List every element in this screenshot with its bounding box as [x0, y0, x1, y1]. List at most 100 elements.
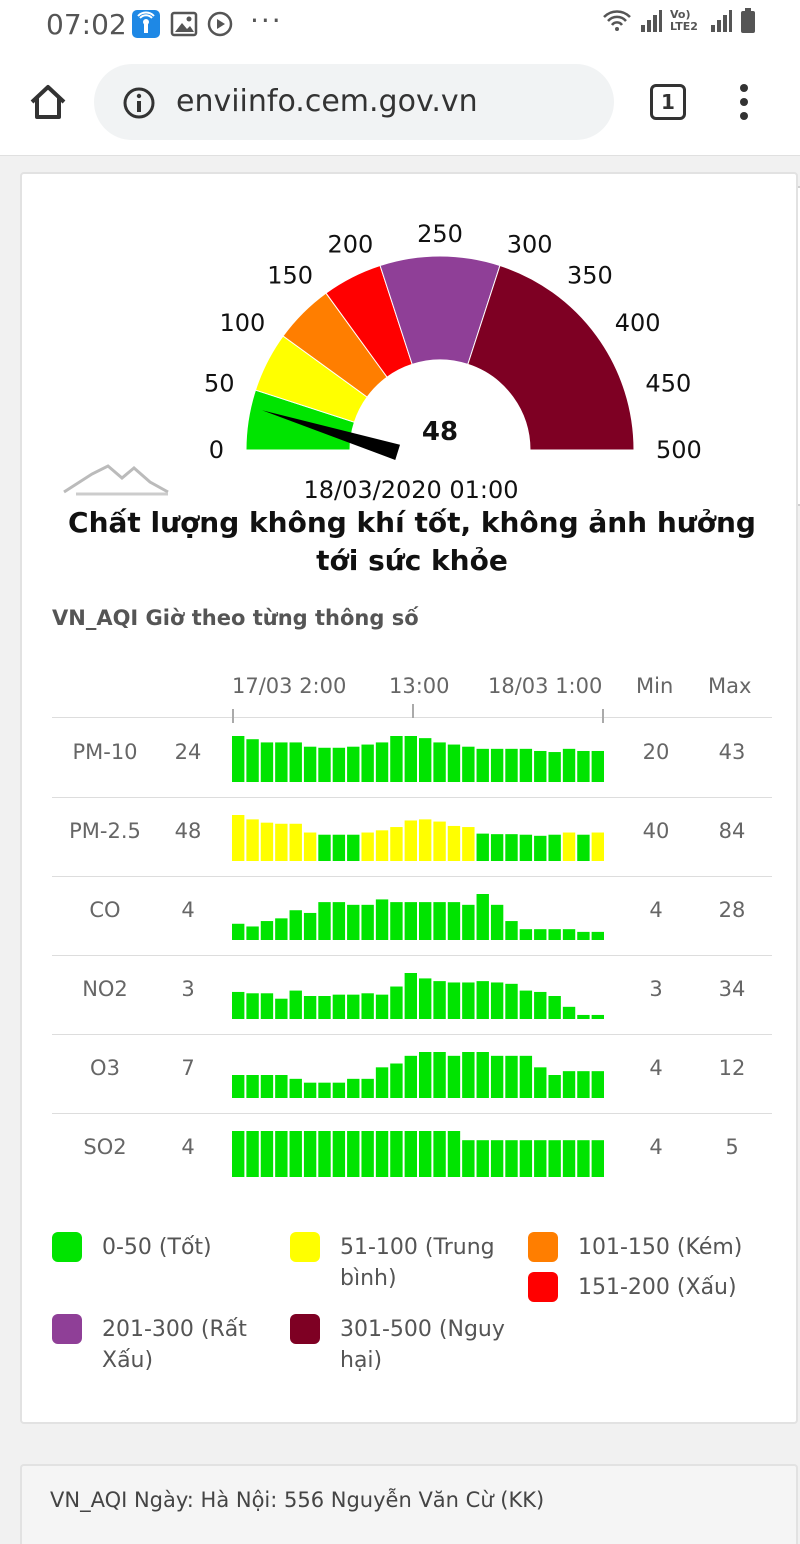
sparkbar: [505, 834, 518, 861]
sparkbar: [332, 747, 346, 782]
min-column-header: Min: [636, 674, 674, 698]
legend-label: 0-50 (Tốt): [102, 1235, 212, 1260]
time-tick: [412, 704, 414, 718]
pollutant-sparkbar-chart: [232, 1052, 604, 1098]
sparkbar: [246, 1075, 259, 1098]
gauge-tick-label: 50: [204, 369, 235, 397]
home-icon[interactable]: [26, 80, 70, 124]
gauge-tick-label: 250: [417, 220, 463, 248]
sparkbar: [375, 899, 389, 940]
sparkbar: [591, 750, 604, 782]
gauge-tick-label: 0: [209, 436, 224, 464]
media-notification-icon: [206, 10, 234, 38]
status-time: 07:02: [46, 8, 127, 41]
sparkbar: [534, 750, 547, 782]
sparkbar: [562, 929, 576, 940]
sparkbar: [318, 834, 331, 861]
url-text[interactable]: enviinfo.cem.gov.vn: [176, 84, 478, 119]
sparkbar: [591, 1014, 604, 1019]
sparkbar: [433, 1131, 446, 1177]
sparkbar: [534, 991, 547, 1019]
sparkbar: [332, 902, 346, 940]
pollutant-name: PM-10: [72, 740, 138, 764]
sparkbar: [347, 1131, 360, 1177]
gauge-tick-label: 450: [645, 369, 691, 397]
pollutant-name: NO2: [82, 977, 128, 1001]
sparkbar: [462, 1140, 475, 1177]
sparkbar: [519, 834, 533, 861]
pollutant-sparkbar-chart: [232, 1131, 604, 1177]
sparkbar: [562, 1071, 576, 1098]
row-divider: [52, 955, 772, 956]
sparkbar: [390, 986, 403, 1019]
pollutant-sparkbar-chart: [232, 894, 604, 940]
sparkbar: [332, 1082, 346, 1098]
legend-item: 201-300 (Rất Xấu): [52, 1314, 282, 1376]
gauge-tick-label: 100: [219, 309, 265, 337]
sparkbar: [303, 746, 317, 782]
site-info-icon[interactable]: [122, 86, 156, 120]
sparkbar: [361, 744, 374, 782]
pollutant-min: 40: [642, 819, 670, 843]
legend-label: 151-200 (Xấu): [578, 1275, 737, 1300]
more-notifications-icon: ···: [250, 4, 283, 37]
tab-switcher-button[interactable]: 1: [650, 84, 686, 120]
sparkbar: [275, 1131, 288, 1177]
sparkbar: [404, 736, 417, 782]
overflow-menu-icon[interactable]: [736, 82, 752, 122]
sparkbar: [419, 1052, 432, 1098]
daily-aqi-card[interactable]: VN_AQI Ngày: Hà Nội: 556 Nguyễn Văn Cừ (…: [20, 1464, 798, 1544]
legend-item: 101-150 (Kém): [528, 1232, 758, 1263]
gauge-timestamp: 18/03/2020 01:00: [303, 476, 518, 504]
sparkbar: [347, 1078, 360, 1098]
pollutant-max: 12: [718, 1056, 746, 1080]
legend-swatch: [528, 1272, 558, 1302]
sparkbar: [577, 1071, 590, 1098]
legend-swatch: [52, 1232, 82, 1262]
sparkbar: [275, 998, 288, 1019]
sparkbar: [577, 1140, 590, 1177]
pollutant-min: 4: [649, 1135, 663, 1159]
time-tick: [232, 709, 234, 723]
sparkbar: [289, 990, 302, 1019]
sparkbar: [505, 983, 518, 1019]
sparkbar: [505, 1055, 518, 1098]
sparkbar: [476, 894, 489, 940]
sparkbar: [318, 1082, 331, 1098]
status-bar: 07:02 ··· Vo) LTE2: [0, 0, 800, 50]
sparkbar: [447, 902, 461, 940]
sparkbar: [505, 1140, 518, 1177]
sparkbar: [462, 982, 475, 1019]
time-label-mid: 13:00: [389, 674, 450, 698]
legend-item: 0-50 (Tốt): [52, 1232, 282, 1263]
sparkbar: [232, 815, 245, 861]
sparkbar: [476, 748, 489, 782]
address-bar[interactable]: enviinfo.cem.gov.vn: [94, 64, 614, 140]
aqi-card: 0 50 100 150 200 250 300 350 400 450 500 48 18/03/…: [20, 172, 798, 1424]
sparkbar: [519, 748, 533, 782]
sparkbar: [519, 1055, 533, 1098]
sparkbar: [246, 993, 259, 1019]
pollutant-value: 4: [181, 898, 195, 922]
sparkbar: [260, 993, 274, 1019]
status-right-icons: Vo) LTE2: [602, 8, 756, 34]
sparkbar: [390, 736, 403, 782]
gauge-needle: [262, 410, 401, 461]
sparkbar: [347, 904, 360, 940]
sparkbar: [246, 739, 259, 782]
sparkbar: [275, 1075, 288, 1098]
sparkbar: [289, 742, 302, 782]
sparkbar: [303, 1082, 317, 1098]
legend-label: 51-100 (Trung bình): [340, 1235, 495, 1291]
sparkbar: [375, 742, 389, 782]
sparkbar: [505, 748, 518, 782]
sparkbar: [591, 1071, 604, 1098]
pollutant-name: PM-2.5: [69, 819, 141, 843]
sparkbar: [490, 834, 504, 861]
sparkbar: [347, 746, 360, 782]
sparkbar: [289, 1131, 302, 1177]
sparkbar: [303, 832, 317, 861]
gauge-value: 48: [422, 417, 458, 447]
sparkbar: [375, 830, 389, 861]
